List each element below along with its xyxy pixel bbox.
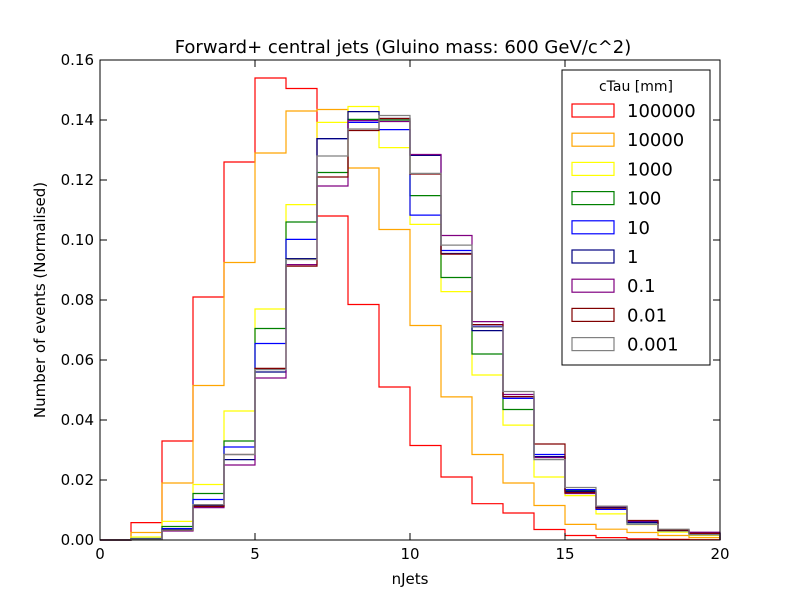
legend-label-7: 0.01 [627, 305, 667, 326]
legend-label-3: 100 [627, 189, 661, 210]
legend: cTau [mm] 100000 10000 1000 100 10 1 0.1 0.01 0.… [561, 69, 711, 366]
y-axis-title: Number of events (Normalised) [31, 182, 49, 418]
legend-title: cTau [mm] [599, 79, 673, 95]
legend-swatch-2 [571, 161, 615, 176]
chart-title: Forward+ central jets (Gluino mass: 600 … [175, 37, 632, 58]
legend-label-5: 1 [627, 247, 638, 268]
legend-label-2: 1000 [627, 159, 673, 180]
legend-label-1: 10000 [627, 130, 684, 151]
legend-box [561, 69, 711, 366]
plot-area [100, 77, 721, 541]
y-tick-label: 0.16 [61, 51, 94, 69]
y-tick-label: 0.06 [61, 351, 94, 369]
y-tick-label: 0.00 [61, 531, 94, 549]
y-tick-label: 0.02 [61, 471, 94, 489]
x-tick-label: 0 [95, 545, 105, 563]
y-tick-label: 0.10 [61, 231, 94, 249]
x-tick-label: 15 [555, 545, 574, 563]
series-1-histogram [100, 108, 721, 541]
y-tick-label: 0.08 [61, 291, 94, 309]
axis-ticks: 0 5 10 15 20 0.00 0.02 0.04 0.06 0.08 0.10 0.12 0.14… [61, 51, 730, 563]
legend-swatch-1 [571, 132, 615, 147]
x-tick-label: 5 [250, 545, 260, 563]
y-tick-label: 0.04 [61, 411, 94, 429]
legend-label-4: 10 [627, 218, 650, 239]
x-tick-label: 20 [710, 545, 729, 563]
legend-swatch-4 [571, 220, 615, 235]
y-tick-label: 0.12 [61, 171, 94, 189]
legend-label-8: 0.001 [627, 335, 679, 356]
legend-swatch-7 [571, 307, 615, 322]
legend-label-0: 100000 [627, 101, 696, 122]
x-tick-label: 10 [400, 545, 419, 563]
series-0-histogram [100, 77, 721, 541]
legend-swatch-3 [571, 191, 615, 206]
legend-swatch-0 [571, 103, 615, 118]
legend-swatch-5 [571, 249, 615, 264]
legend-label-6: 0.1 [627, 276, 656, 297]
series-8-histogram [100, 114, 721, 541]
y-tick-label: 0.14 [61, 111, 94, 129]
legend-swatch-6 [571, 278, 615, 293]
x-axis-title: nJets [392, 570, 429, 588]
legend-swatch-8 [571, 337, 615, 352]
